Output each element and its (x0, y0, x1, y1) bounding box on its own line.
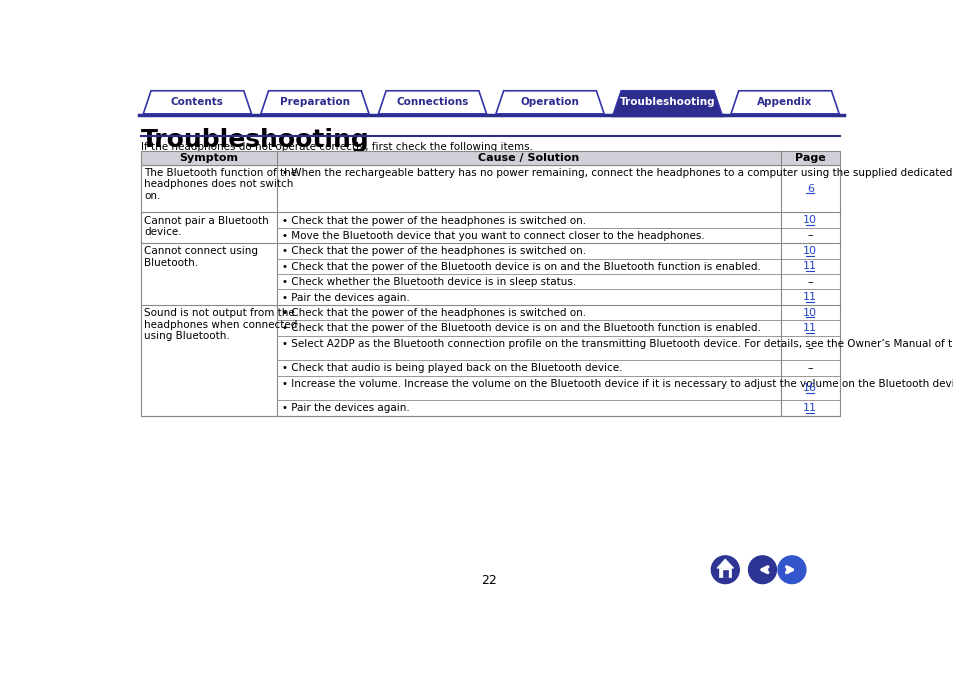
Text: Troubleshooting: Troubleshooting (619, 98, 715, 107)
Text: –: – (806, 231, 812, 240)
Text: 16: 16 (802, 383, 817, 393)
Text: 11: 11 (802, 403, 817, 413)
Polygon shape (716, 559, 733, 568)
Text: 22: 22 (480, 574, 497, 587)
Text: Appendix: Appendix (757, 98, 812, 107)
Text: • Check that audio is being played back on the Bluetooth device.: • Check that audio is being played back … (282, 363, 621, 374)
Text: Cannot pair a Bluetooth
device.: Cannot pair a Bluetooth device. (144, 215, 269, 237)
Text: 10: 10 (802, 308, 817, 318)
Polygon shape (613, 91, 720, 114)
Text: 10: 10 (802, 215, 817, 225)
Text: Preparation: Preparation (279, 98, 350, 107)
Text: 11: 11 (802, 323, 817, 333)
Text: • Move the Bluetooth device that you want to connect closer to the headphones.: • Move the Bluetooth device that you wan… (282, 231, 704, 241)
Text: • Pair the devices again.: • Pair the devices again. (282, 403, 409, 413)
Text: The Bluetooth function of the
headphones does not switch
on.: The Bluetooth function of the headphones… (144, 168, 297, 201)
Text: • Pair the devices again.: • Pair the devices again. (282, 293, 409, 302)
Text: • Check whether the Bluetooth device is in sleep status.: • Check whether the Bluetooth device is … (282, 277, 576, 287)
Text: If the headphones do not operate correctly, first check the following items.: If the headphones do not operate correct… (141, 141, 533, 151)
Text: –: – (806, 277, 812, 287)
Polygon shape (721, 571, 727, 577)
Text: • Check that the power of the headphones is switched on.: • Check that the power of the headphones… (282, 246, 585, 256)
Text: 10: 10 (802, 246, 817, 256)
Text: • Increase the volume. Increase the volume on the Bluetooth device if it is nece: • Increase the volume. Increase the volu… (282, 379, 953, 389)
Polygon shape (730, 91, 839, 114)
Text: • When the rechargeable battery has no power remaining, connect the headphones t: • When the rechargeable battery has no p… (282, 168, 953, 178)
Text: • Check that the power of the Bluetooth device is on and the Bluetooth function : • Check that the power of the Bluetooth … (282, 262, 760, 272)
Text: 6: 6 (806, 184, 813, 194)
Text: 11: 11 (802, 292, 817, 302)
Text: • Check that the power of the headphones is switched on.: • Check that the power of the headphones… (282, 308, 585, 318)
Text: Cause / Solution: Cause / Solution (477, 153, 578, 163)
Polygon shape (719, 568, 731, 577)
Polygon shape (143, 91, 252, 114)
Polygon shape (496, 91, 603, 114)
Text: Cannot connect using
Bluetooth.: Cannot connect using Bluetooth. (144, 246, 257, 268)
Text: Operation: Operation (520, 98, 578, 107)
Text: Page: Page (794, 153, 824, 163)
Text: –: – (806, 363, 812, 373)
Text: Symptom: Symptom (179, 153, 238, 163)
Text: Connections: Connections (395, 98, 468, 107)
Text: • Check that the power of the headphones is switched on.: • Check that the power of the headphones… (282, 215, 585, 225)
Circle shape (748, 556, 776, 583)
Text: –: – (806, 343, 812, 353)
Polygon shape (260, 91, 369, 114)
Text: • Select A2DP as the Bluetooth connection profile on the transmitting Bluetooth : • Select A2DP as the Bluetooth connectio… (282, 339, 953, 349)
Text: Contents: Contents (171, 98, 224, 107)
Circle shape (778, 556, 805, 583)
FancyBboxPatch shape (141, 151, 840, 165)
Circle shape (711, 556, 739, 583)
Text: Troubleshooting: Troubleshooting (141, 128, 370, 151)
Text: • Check that the power of the Bluetooth device is on and the Bluetooth function : • Check that the power of the Bluetooth … (282, 323, 760, 333)
FancyBboxPatch shape (141, 165, 840, 416)
Text: 11: 11 (802, 261, 817, 271)
Text: Sound is not output from the
headphones when connected
using Bluetooth.: Sound is not output from the headphones … (144, 308, 297, 341)
Polygon shape (378, 91, 486, 114)
